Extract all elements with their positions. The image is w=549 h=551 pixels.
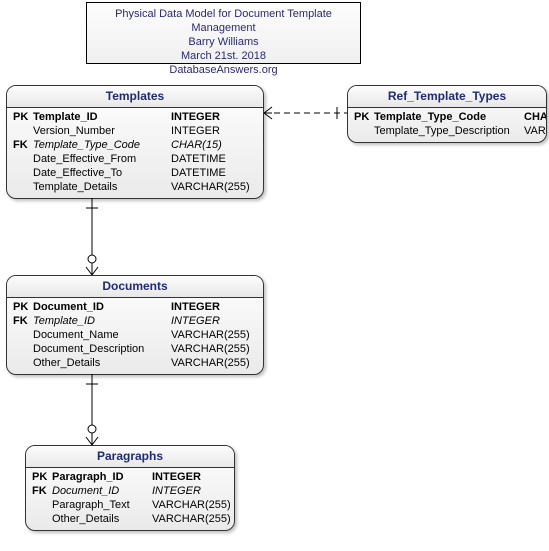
column-row: PKParagraph_IDINTEGER [32,470,228,484]
key-indicator [13,166,33,180]
column-name: Document_ID [52,484,144,498]
column-type: VARCHAR(255) [163,328,250,342]
column-name: Template_Type_Code [374,110,516,124]
column-name: Document_Name [33,328,163,342]
column-name: Template_Details [33,180,163,194]
title-line: Physical Data Model for Document Templat… [95,7,352,35]
column-row: Template_DetailsVARCHAR(255) [13,180,257,194]
column-name: Date_Effective_To [33,166,163,180]
column-type: VARCHAR(255) [163,180,250,194]
column-type: VARCHAR(255) [163,342,250,356]
column-type: INTEGER [163,110,220,124]
column-type: CHAR(15) [516,110,547,124]
key-indicator: PK [32,470,52,484]
key-indicator [354,124,374,138]
column-type: DATETIME [163,152,226,166]
column-row: PKTemplate_IDINTEGER [13,110,257,124]
column-row: Other_DetailsVARCHAR(255) [32,512,228,526]
column-row: Paragraph_TextVARCHAR(255) [32,498,228,512]
column-type: VARCHAR(255) [144,512,231,526]
column-row: Version_NumberINTEGER [13,124,257,138]
column-name: Template_Type_Code [33,138,163,152]
column-name: Paragraph_ID [52,470,144,484]
column-type: INTEGER [163,300,220,314]
key-indicator [13,356,33,370]
key-indicator [13,124,33,138]
column-type: DATETIME [163,166,226,180]
entity-body: PKParagraph_IDINTEGERFKDocument_IDINTEGE… [26,468,234,530]
key-indicator: PK [354,110,374,124]
key-indicator [13,342,33,356]
key-indicator [13,152,33,166]
column-type: VARCHAR(255) [163,356,250,370]
column-row: FKDocument_IDINTEGER [32,484,228,498]
title-line: March 21st. 2018 [95,49,352,63]
column-name: Document_Description [33,342,163,356]
column-row: Other_DetailsVARCHAR(255) [13,356,257,370]
title-line: Barry Williams [95,35,352,49]
column-name: Template_ID [33,110,163,124]
key-indicator: FK [13,138,33,152]
entity-body: PKTemplate_Type_CodeCHAR(15)Template_Typ… [348,108,546,142]
title-box: Physical Data Model for Document Templat… [86,2,361,64]
entity-paragraphs: Paragraphs PKParagraph_IDINTEGERFKDocume… [25,445,235,531]
key-indicator [13,180,33,194]
entity-header: Documents [7,276,263,298]
column-row: Document_NameVARCHAR(255) [13,328,257,342]
column-row: Date_Effective_ToDATETIME [13,166,257,180]
column-row: Template_Type_DescriptionVARCHAR(255) [354,124,540,138]
entity-templates: Templates PKTemplate_IDINTEGERVersion_Nu… [6,85,264,199]
column-name: Other_Details [33,356,163,370]
key-indicator: PK [13,300,33,314]
column-type: INTEGER [163,314,220,328]
column-type: CHAR(15) [163,138,222,152]
key-indicator [13,328,33,342]
key-indicator: FK [13,314,33,328]
entity-header: Ref_Template_Types [348,86,546,108]
column-name: Version_Number [33,124,163,138]
entity-documents: Documents PKDocument_IDINTEGERFKTemplate… [6,275,264,375]
column-name: Template_ID [33,314,163,328]
entity-body: PKDocument_IDINTEGERFKTemplate_IDINTEGER… [7,298,263,374]
column-row: FKTemplate_IDINTEGER [13,314,257,328]
column-row: Date_Effective_FromDATETIME [13,152,257,166]
column-row: Document_DescriptionVARCHAR(255) [13,342,257,356]
entity-header: Paragraphs [26,446,234,468]
entity-body: PKTemplate_IDINTEGERVersion_NumberINTEGE… [7,108,263,198]
key-indicator: PK [13,110,33,124]
column-type: VARCHAR(255) [516,124,547,138]
column-row: PKTemplate_Type_CodeCHAR(15) [354,110,540,124]
column-name: Document_ID [33,300,163,314]
column-name: Template_Type_Description [374,124,516,138]
column-name: Date_Effective_From [33,152,163,166]
column-type: INTEGER [144,470,201,484]
key-indicator: FK [32,484,52,498]
column-name: Other_Details [52,512,144,526]
column-type: INTEGER [163,124,220,138]
column-row: PKDocument_IDINTEGER [13,300,257,314]
key-indicator [32,512,52,526]
entity-ref-template-types: Ref_Template_Types PKTemplate_Type_CodeC… [347,85,547,143]
entity-header: Templates [7,86,263,108]
column-name: Paragraph_Text [52,498,144,512]
column-row: FKTemplate_Type_CodeCHAR(15) [13,138,257,152]
column-type: INTEGER [144,484,201,498]
title-line: DatabaseAnswers.org [95,63,352,77]
key-indicator [32,498,52,512]
column-type: VARCHAR(255) [144,498,231,512]
